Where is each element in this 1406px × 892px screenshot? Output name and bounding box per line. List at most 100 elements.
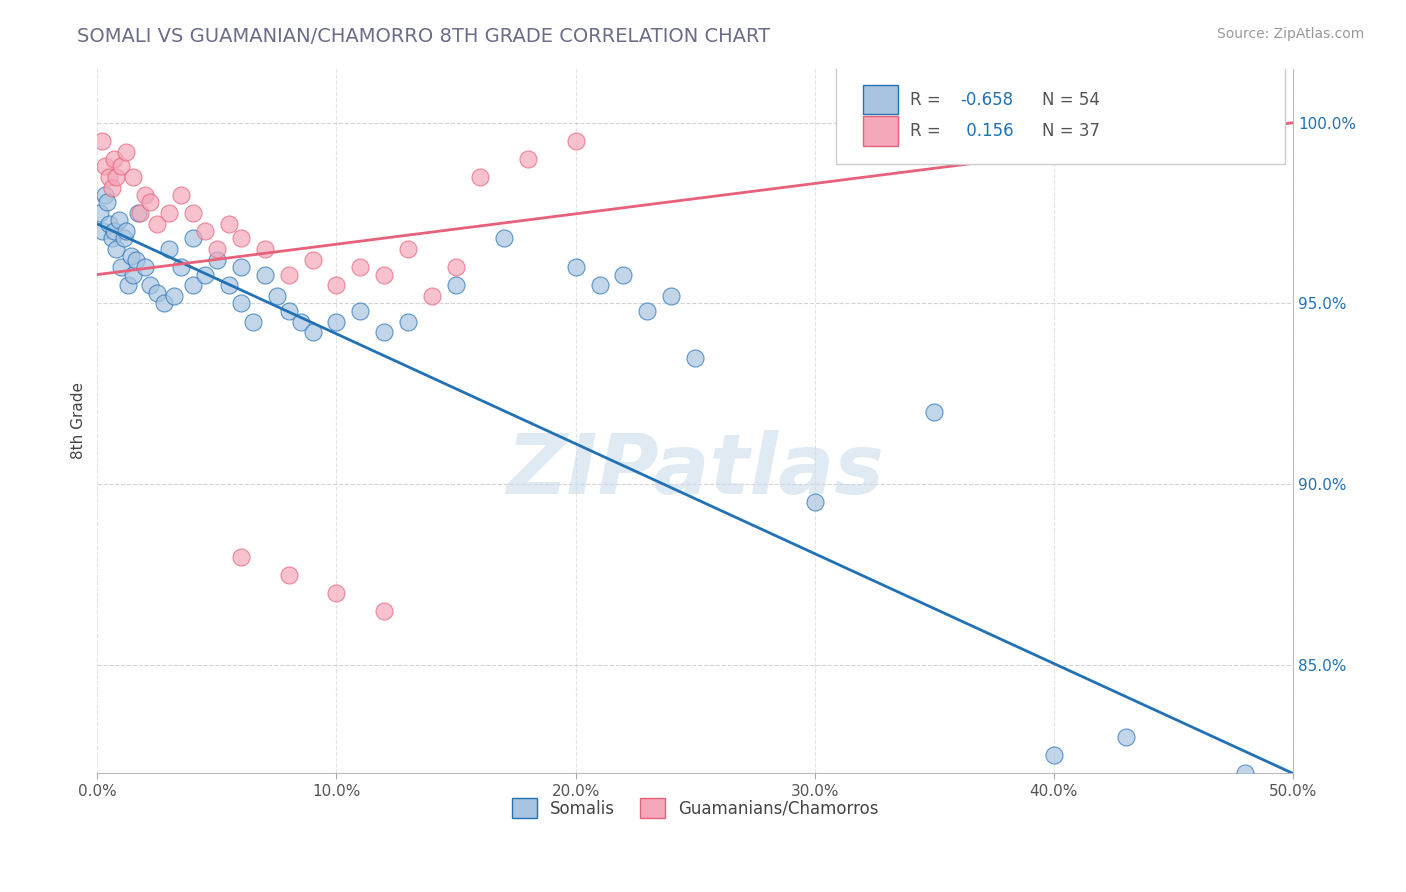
Point: [100, 231, 122, 245]
Point: [659, 289, 682, 303]
Text: SOMALI VS GUAMANIAN/CHAMORRO 8TH GRADE CORRELATION CHART: SOMALI VS GUAMANIAN/CHAMORRO 8TH GRADE C…: [77, 27, 770, 45]
Text: R =: R =: [910, 90, 946, 109]
Point: [153, 296, 176, 310]
Point: [468, 169, 491, 184]
Point: [588, 278, 610, 293]
Point: [290, 314, 312, 328]
Point: [93, 159, 115, 173]
Point: [103, 152, 125, 166]
Point: [1163, 123, 1185, 137]
Point: [349, 303, 371, 318]
Point: [325, 585, 347, 599]
Point: [194, 268, 217, 282]
Point: [242, 314, 264, 328]
Point: [91, 224, 114, 238]
Legend: Somalis, Guamanians/Chamorros: Somalis, Guamanians/Chamorros: [505, 791, 886, 825]
Text: ZIPatlas: ZIPatlas: [506, 430, 884, 511]
Point: [564, 134, 586, 148]
Point: [105, 169, 128, 184]
Point: [444, 260, 467, 275]
Point: [396, 314, 419, 328]
Point: [134, 260, 156, 275]
Point: [1115, 731, 1137, 745]
Point: [93, 188, 115, 202]
Point: [253, 268, 276, 282]
Point: [170, 260, 193, 275]
Text: N = 54: N = 54: [1042, 90, 1099, 109]
Point: [98, 169, 121, 184]
Point: [229, 260, 252, 275]
Point: [266, 289, 288, 303]
Y-axis label: 8th Grade: 8th Grade: [72, 383, 86, 459]
Point: [157, 206, 180, 220]
Point: [112, 231, 135, 245]
Point: [129, 206, 152, 220]
Point: [127, 206, 149, 220]
Point: [89, 206, 111, 220]
Point: [349, 260, 371, 275]
Point: [325, 314, 347, 328]
Point: [115, 224, 138, 238]
Text: -0.658: -0.658: [960, 90, 1014, 109]
Point: [1043, 748, 1066, 763]
Point: [803, 495, 825, 509]
Point: [122, 169, 145, 184]
Point: [218, 278, 240, 293]
Point: [122, 268, 145, 282]
Point: [205, 242, 228, 256]
Point: [683, 351, 706, 365]
Point: [194, 224, 217, 238]
Point: [229, 296, 252, 310]
Point: [277, 303, 299, 318]
Point: [115, 145, 138, 159]
Point: [253, 242, 276, 256]
Point: [444, 278, 467, 293]
Point: [120, 250, 142, 264]
Point: [420, 289, 443, 303]
Point: [170, 188, 193, 202]
Point: [91, 134, 114, 148]
Point: [277, 268, 299, 282]
Point: [229, 231, 252, 245]
Point: [181, 231, 204, 245]
Point: [139, 278, 162, 293]
Point: [636, 303, 658, 318]
Point: [396, 242, 419, 256]
Point: [96, 195, 118, 210]
Point: [110, 260, 132, 275]
FancyBboxPatch shape: [862, 85, 898, 114]
Point: [373, 268, 395, 282]
Point: [181, 278, 204, 293]
Point: [1234, 766, 1257, 780]
Text: R =: R =: [910, 122, 946, 140]
Point: [612, 268, 634, 282]
Point: [924, 405, 946, 419]
Point: [229, 549, 252, 564]
Point: [373, 604, 395, 618]
Point: [103, 224, 125, 238]
Point: [146, 217, 169, 231]
Point: [163, 289, 186, 303]
Point: [146, 285, 169, 300]
Point: [134, 188, 156, 202]
Point: [492, 231, 515, 245]
Point: [373, 326, 395, 340]
Point: [105, 242, 128, 256]
Point: [564, 260, 586, 275]
Point: [218, 217, 240, 231]
Point: [516, 152, 538, 166]
FancyBboxPatch shape: [837, 66, 1285, 164]
Text: N = 37: N = 37: [1042, 122, 1099, 140]
Point: [98, 217, 121, 231]
Point: [205, 253, 228, 268]
Point: [100, 181, 122, 195]
Point: [181, 206, 204, 220]
Point: [117, 278, 139, 293]
Point: [325, 278, 347, 293]
Point: [108, 213, 131, 227]
Point: [124, 253, 146, 268]
Point: [301, 326, 323, 340]
Point: [139, 195, 162, 210]
Point: [110, 159, 132, 173]
Point: [157, 242, 180, 256]
